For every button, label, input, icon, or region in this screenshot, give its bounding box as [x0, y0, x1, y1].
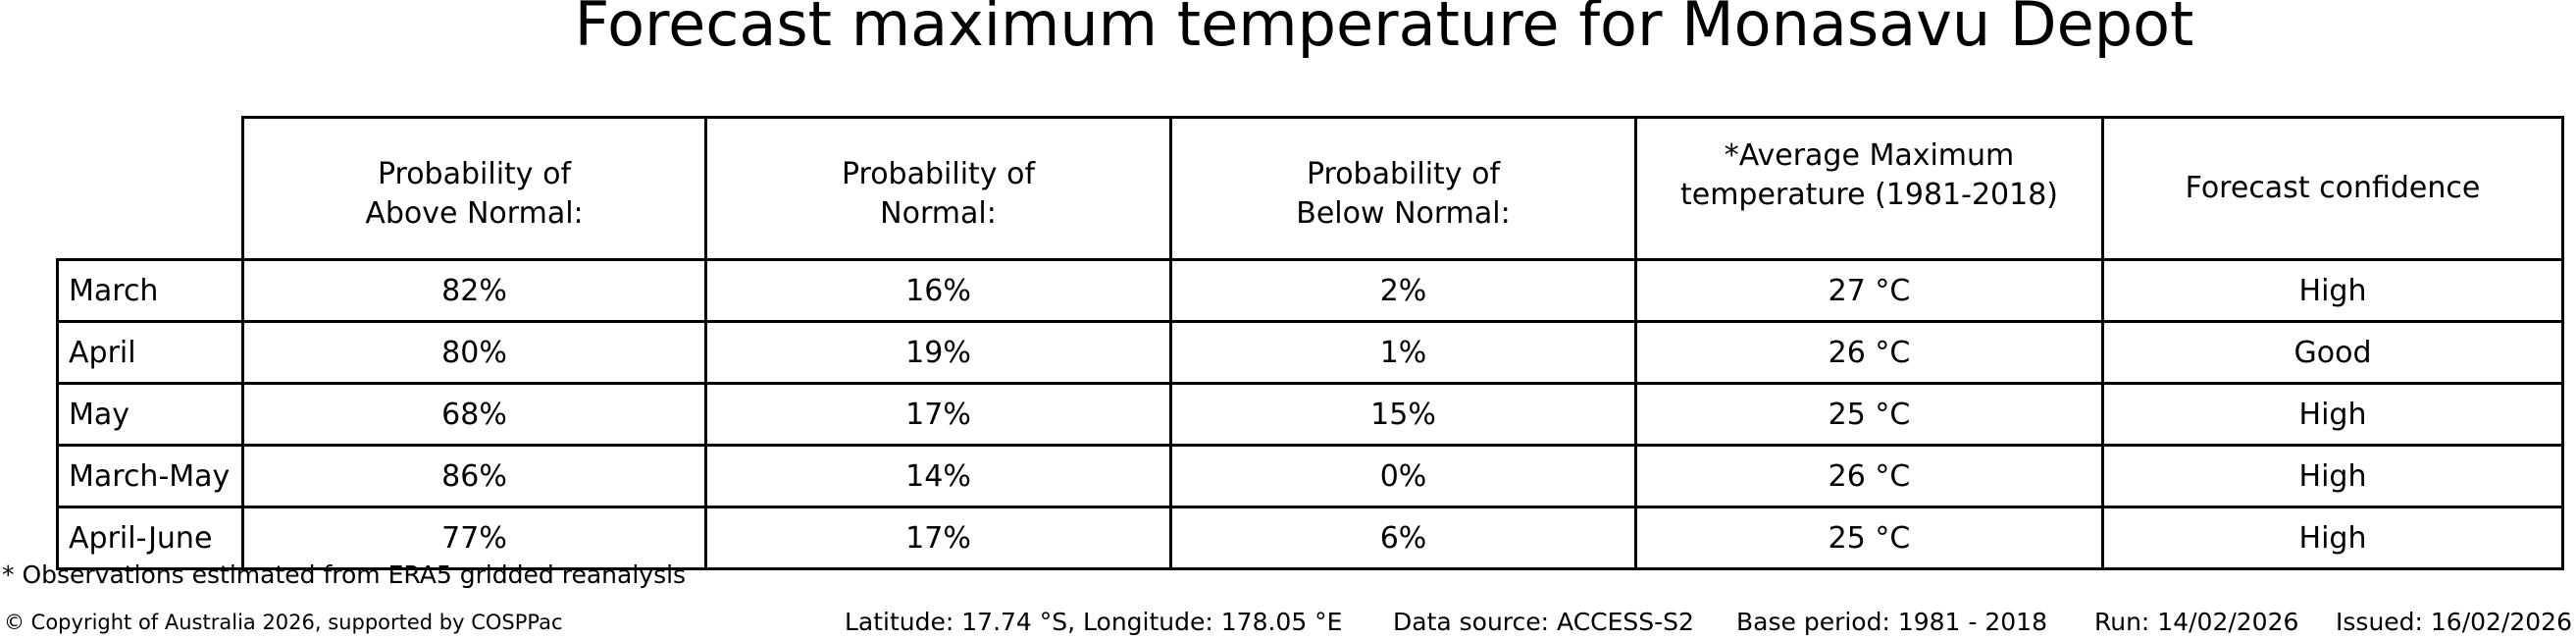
cell-average-max: 25 °C: [1634, 382, 2104, 447]
row-label: April-June: [56, 506, 244, 570]
cell-average-max: 27 °C: [1634, 258, 2104, 323]
cell-confidence: Good: [2101, 320, 2564, 385]
cell-average-max: 26 °C: [1634, 320, 2104, 385]
row-label: May: [56, 382, 244, 447]
cell-below-normal: 6%: [1169, 506, 1637, 570]
cell-confidence: High: [2101, 506, 2564, 570]
cell-confidence: High: [2101, 258, 2564, 323]
copyright-notice: © Copyright of Australia 2026, supported…: [4, 611, 563, 634]
table-row-march-may: March-May 86% 14% 0% 26 °C High: [56, 444, 2564, 508]
cell-below-normal: 1%: [1169, 320, 1637, 385]
cell-average-max: 25 °C: [1634, 506, 2104, 570]
table-corner-empty: [58, 118, 243, 260]
location-coordinates: Latitude: 17.74 °S, Longitude: 178.05 °E: [845, 608, 1343, 636]
cell-above-normal: 86%: [241, 444, 707, 508]
cell-normal: 17%: [704, 382, 1172, 447]
cell-normal: 17%: [704, 506, 1172, 570]
header-row: Probability of Above Normal: Probability…: [58, 116, 2564, 261]
run-date: Run: 14/02/2026: [2094, 608, 2299, 636]
base-period: Base period: 1981 - 2018: [1736, 608, 2047, 636]
page-title: Forecast maximum temperature for Monasav…: [574, 0, 2194, 60]
row-label: March: [56, 258, 244, 323]
observations-footnote: * Observations estimated from ERA5 gridd…: [2, 560, 687, 589]
column-header-normal: Probability of Normal:: [704, 116, 1172, 261]
cell-below-normal: 2%: [1169, 258, 1637, 323]
cell-average-max: 26 °C: [1634, 444, 2104, 508]
table-row-april: April 80% 19% 1% 26 °C Good: [56, 320, 2564, 385]
cell-confidence: High: [2101, 444, 2564, 508]
table-row-april-june: April-June 77% 17% 6% 25 °C High: [56, 506, 2564, 570]
cell-normal: 14%: [704, 444, 1172, 508]
issued-date: Issued: 16/02/2026: [2336, 608, 2572, 636]
data-source: Data source: ACCESS-S2: [1393, 608, 1694, 636]
column-header-average-max: *Average Maximum temperature (1981-2018): [1634, 116, 2104, 261]
cell-below-normal: 15%: [1169, 382, 1637, 447]
table-row-march: March 82% 16% 2% 27 °C High: [56, 258, 2564, 323]
row-label: April: [56, 320, 244, 385]
cell-below-normal: 0%: [1169, 444, 1637, 508]
cell-above-normal: 82%: [241, 258, 707, 323]
table-row-may: May 68% 17% 15% 25 °C High: [56, 382, 2564, 447]
column-header-above-normal: Probability of Above Normal:: [241, 116, 707, 261]
cell-above-normal: 77%: [241, 506, 707, 570]
column-header-confidence: Forecast confidence: [2101, 116, 2564, 261]
cell-normal: 19%: [704, 320, 1172, 385]
cell-confidence: High: [2101, 382, 2564, 447]
cell-above-normal: 80%: [241, 320, 707, 385]
column-header-below-normal: Probability of Below Normal:: [1169, 116, 1637, 261]
forecast-table: Probability of Above Normal: Probability…: [56, 116, 2564, 570]
cell-above-normal: 68%: [241, 382, 707, 447]
cell-normal: 16%: [704, 258, 1172, 323]
row-label: March-May: [56, 444, 244, 508]
